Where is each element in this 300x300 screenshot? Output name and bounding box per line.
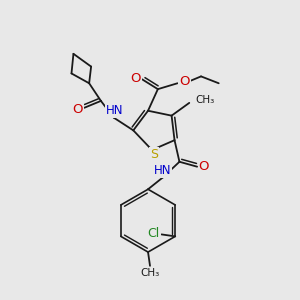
Text: HN: HN <box>154 164 172 177</box>
Text: O: O <box>72 103 83 116</box>
Text: Cl: Cl <box>148 227 160 240</box>
Text: O: O <box>179 75 190 88</box>
Text: HN: HN <box>106 104 123 117</box>
Text: O: O <box>199 160 209 173</box>
Text: O: O <box>130 72 140 85</box>
Text: CH₃: CH₃ <box>195 95 214 105</box>
Text: S: S <box>150 148 158 161</box>
Text: CH₃: CH₃ <box>140 268 160 278</box>
